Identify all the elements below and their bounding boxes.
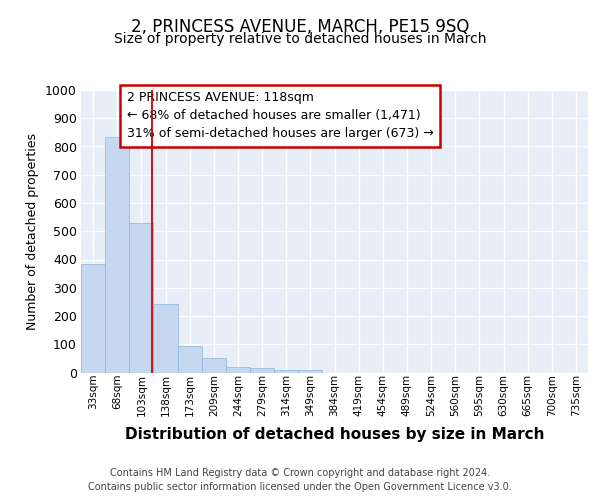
Bar [81,264,105,372]
X-axis label: Distribution of detached houses by size in March: Distribution of detached houses by size … [125,427,544,442]
Bar [298,370,322,372]
Bar [274,370,298,372]
Bar [250,368,274,372]
Y-axis label: Number of detached properties: Number of detached properties [26,132,40,330]
Bar [178,346,202,372]
Text: Contains HM Land Registry data © Crown copyright and database right 2024.
Contai: Contains HM Land Registry data © Crown c… [88,468,512,492]
Text: 2 PRINCESS AVENUE: 118sqm
← 68% of detached houses are smaller (1,471)
31% of se: 2 PRINCESS AVENUE: 118sqm ← 68% of detac… [127,92,433,140]
Text: Size of property relative to detached houses in March: Size of property relative to detached ho… [114,32,486,46]
Bar [154,304,178,372]
Bar [129,223,154,372]
Bar [105,136,129,372]
Text: 2, PRINCESS AVENUE, MARCH, PE15 9SQ: 2, PRINCESS AVENUE, MARCH, PE15 9SQ [131,18,469,36]
Bar [226,367,250,372]
Bar [202,358,226,372]
